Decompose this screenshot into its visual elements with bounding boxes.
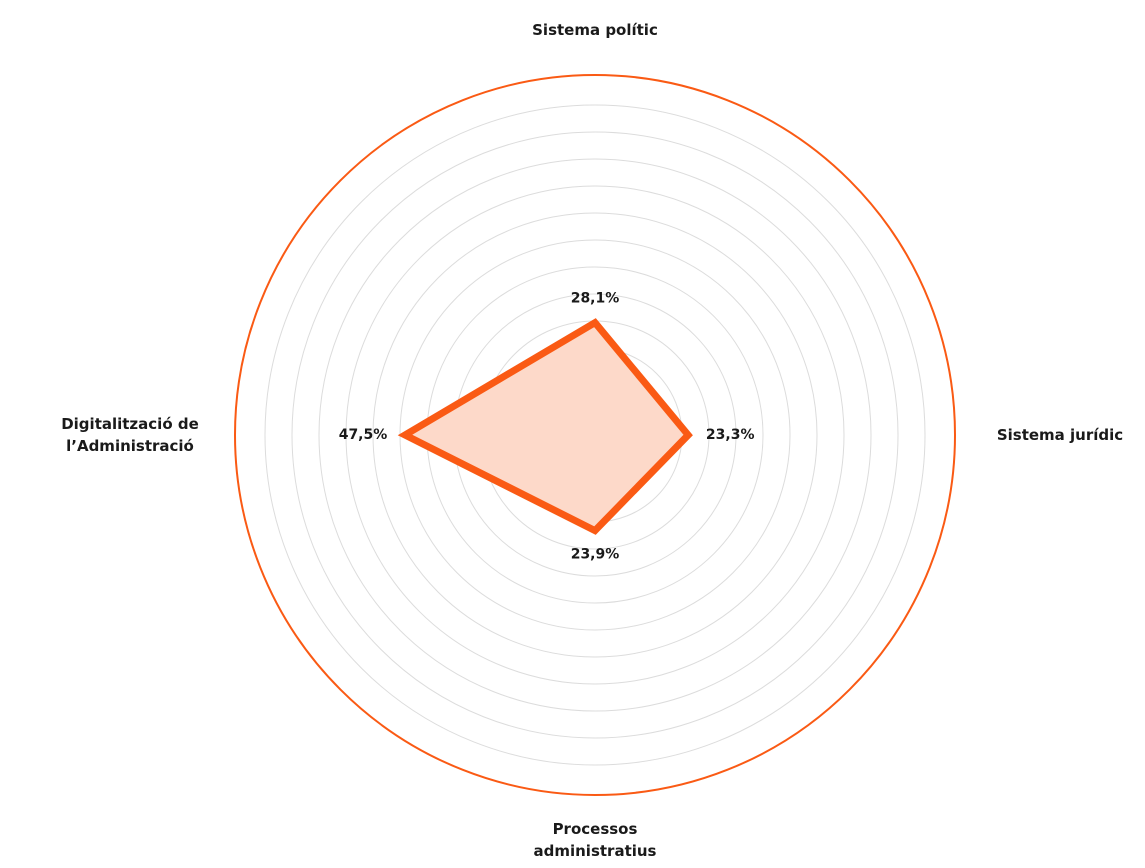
grid-ring bbox=[264, 104, 926, 766]
category-label: Sistema polític bbox=[532, 21, 658, 39]
value-label: 23,9% bbox=[571, 547, 620, 563]
grid-ring bbox=[318, 158, 872, 712]
grid-ring bbox=[372, 212, 818, 658]
value-label: 47,5% bbox=[339, 427, 388, 443]
radar-area bbox=[397, 318, 693, 535]
outer-ring bbox=[234, 74, 956, 796]
category-label: Processos administratius bbox=[533, 820, 657, 860]
value-label: 28,1% bbox=[571, 291, 620, 307]
category-label: Sistema jurídic bbox=[996, 426, 1124, 444]
value-label: 23,3% bbox=[706, 427, 755, 443]
grid-ring bbox=[345, 185, 845, 685]
category-label: Digitalització de l’Administració bbox=[61, 415, 199, 455]
grid-ring bbox=[291, 131, 899, 739]
